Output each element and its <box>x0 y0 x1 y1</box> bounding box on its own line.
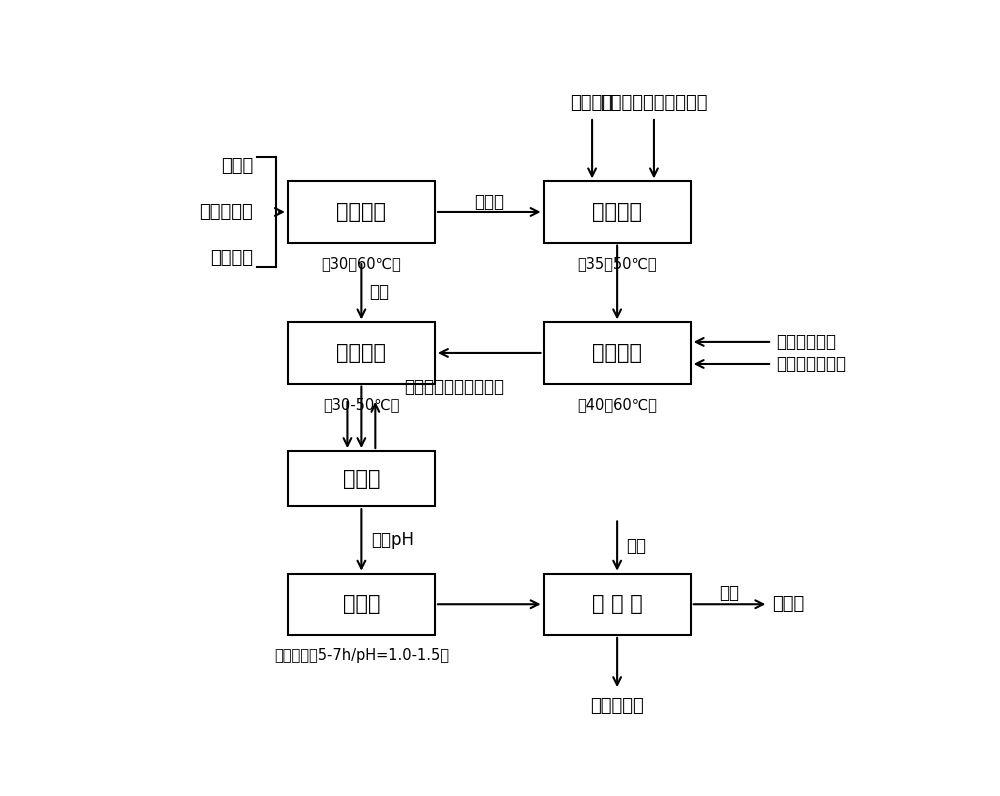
Text: 水洗: 水洗 <box>626 537 646 555</box>
Bar <box>544 574 691 635</box>
Text: （30～60℃）: （30～60℃） <box>322 256 401 271</box>
Text: （30-50℃）: （30-50℃） <box>323 397 400 412</box>
Text: 脱　溶: 脱 溶 <box>343 469 380 489</box>
Text: （40～60℃）: （40～60℃） <box>577 397 657 412</box>
Bar <box>288 181 435 243</box>
Text: 三乙胺（不加或少加）: 三乙胺（不加或少加） <box>600 94 708 112</box>
Text: 甲醇、甲缩醛、氯甲烷: 甲醇、甲缩醛、氯甲烷 <box>404 378 504 396</box>
Text: 甘氨酸盐: 甘氨酸盐 <box>571 94 614 112</box>
Text: （35～50℃）: （35～50℃） <box>577 256 657 271</box>
Text: 多聚甲醛: 多聚甲醛 <box>210 248 253 267</box>
Bar <box>544 322 691 384</box>
Text: 盐酸: 盐酸 <box>369 283 389 301</box>
Text: 亚磷酸二甲酯: 亚磷酸二甲酯 <box>776 333 836 351</box>
Bar <box>544 181 691 243</box>
Text: 结　晶: 结 晶 <box>343 595 380 615</box>
Text: 甲　醇: 甲 醇 <box>221 157 253 175</box>
Bar <box>288 574 435 635</box>
Text: （降温结晶5-7h/pH=1.0-1.5）: （降温结晶5-7h/pH=1.0-1.5） <box>274 649 449 663</box>
Text: 水解反应: 水解反应 <box>336 343 386 363</box>
Text: 碱性化合物: 碱性化合物 <box>199 203 253 221</box>
Text: 离 心 机: 离 心 机 <box>592 595 642 615</box>
Text: 干燥: 干燥 <box>720 584 740 603</box>
Text: 草甘膦: 草甘膦 <box>772 595 804 613</box>
Bar <box>288 322 435 384</box>
Text: 加成反应: 加成反应 <box>592 202 642 222</box>
Text: 三乙胺（少量）: 三乙胺（少量） <box>776 355 846 373</box>
Text: 缩合反应: 缩合反应 <box>592 343 642 363</box>
Text: 解聚液: 解聚液 <box>474 193 504 211</box>
Text: 解聚反应: 解聚反应 <box>336 202 386 222</box>
Bar <box>288 451 435 506</box>
Text: 碱调pH: 碱调pH <box>371 531 414 549</box>
Text: 最终酸母液: 最终酸母液 <box>590 697 644 716</box>
